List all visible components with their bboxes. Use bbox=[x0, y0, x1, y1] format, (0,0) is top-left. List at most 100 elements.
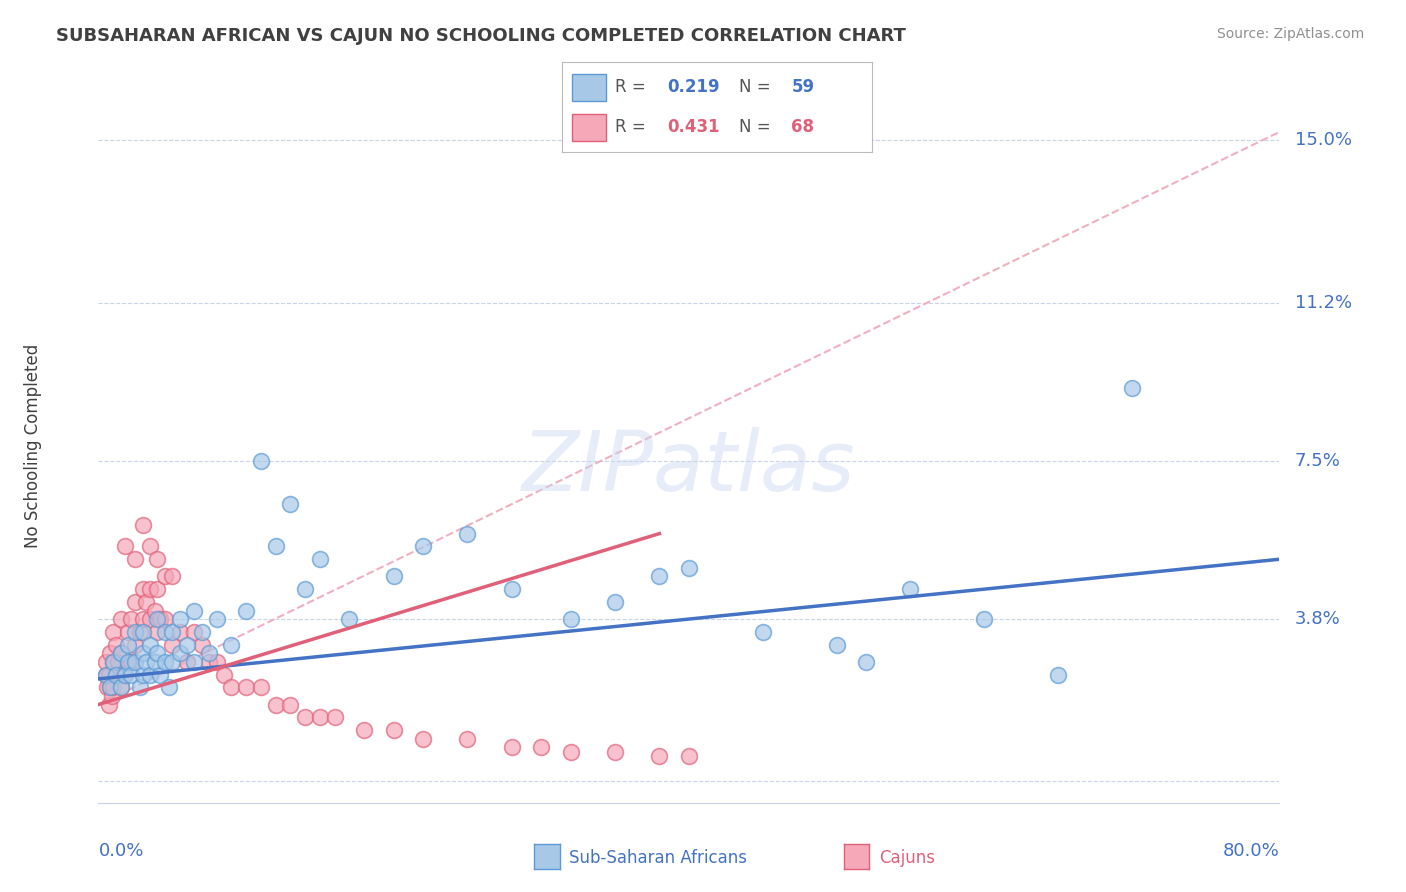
Point bbox=[191, 638, 214, 652]
Text: N =: N = bbox=[738, 118, 776, 136]
Point bbox=[105, 638, 128, 652]
Point bbox=[153, 624, 176, 639]
Point bbox=[139, 667, 162, 681]
Text: 0.431: 0.431 bbox=[668, 118, 720, 136]
Point bbox=[120, 667, 142, 681]
Point bbox=[176, 638, 198, 652]
Point bbox=[560, 612, 582, 626]
Point bbox=[98, 681, 121, 695]
Point bbox=[382, 569, 405, 583]
Point bbox=[382, 723, 405, 738]
Point bbox=[139, 582, 162, 596]
Point bbox=[117, 624, 139, 639]
Point bbox=[153, 655, 176, 669]
Bar bbox=[572, 114, 606, 141]
Text: 59: 59 bbox=[792, 78, 814, 96]
Point bbox=[162, 655, 183, 669]
Point bbox=[132, 624, 155, 639]
Point bbox=[97, 667, 120, 681]
Point bbox=[278, 698, 302, 712]
Point bbox=[153, 612, 176, 626]
Point bbox=[124, 552, 146, 566]
Point bbox=[309, 710, 332, 724]
Point bbox=[157, 681, 180, 695]
Bar bbox=[572, 74, 606, 101]
Text: 11.2%: 11.2% bbox=[1295, 293, 1353, 312]
Point bbox=[117, 638, 139, 652]
Point bbox=[139, 638, 162, 652]
Point bbox=[96, 681, 118, 695]
Text: 0.0%: 0.0% bbox=[98, 842, 143, 860]
Point bbox=[169, 624, 191, 639]
Point bbox=[605, 745, 627, 759]
Point bbox=[149, 667, 172, 681]
Point bbox=[143, 603, 166, 617]
Point bbox=[110, 646, 132, 660]
Point bbox=[132, 518, 155, 533]
Point bbox=[117, 655, 139, 669]
Point bbox=[107, 655, 129, 669]
Point bbox=[169, 612, 191, 626]
Text: No Schooling Completed: No Schooling Completed bbox=[24, 344, 42, 548]
Point bbox=[412, 540, 434, 554]
Point bbox=[250, 681, 273, 695]
Text: ZIPatlas: ZIPatlas bbox=[522, 427, 856, 508]
Point bbox=[146, 552, 169, 566]
Point bbox=[162, 569, 183, 583]
Text: R =: R = bbox=[614, 78, 651, 96]
Point bbox=[128, 624, 150, 639]
Point bbox=[825, 638, 848, 652]
Point bbox=[110, 612, 132, 626]
Text: 0.219: 0.219 bbox=[668, 78, 720, 96]
Point bbox=[103, 681, 125, 695]
Point bbox=[678, 561, 700, 575]
Point bbox=[456, 731, 478, 746]
Point bbox=[198, 655, 221, 669]
Point bbox=[191, 624, 214, 639]
Point bbox=[219, 681, 242, 695]
Point bbox=[648, 748, 671, 763]
Point bbox=[146, 646, 169, 660]
Point bbox=[98, 681, 121, 695]
Point bbox=[278, 497, 302, 511]
Point bbox=[176, 655, 198, 669]
Text: 15.0%: 15.0% bbox=[1295, 131, 1351, 150]
Point bbox=[97, 698, 120, 712]
Point bbox=[146, 624, 169, 639]
Point bbox=[94, 667, 117, 681]
Point bbox=[751, 624, 773, 639]
Point bbox=[235, 681, 257, 695]
Point bbox=[973, 612, 995, 626]
Point bbox=[143, 655, 166, 669]
Point bbox=[162, 638, 183, 652]
Point bbox=[294, 582, 316, 596]
Text: N =: N = bbox=[738, 78, 776, 96]
Point bbox=[309, 552, 332, 566]
Text: 80.0%: 80.0% bbox=[1223, 842, 1279, 860]
Point bbox=[648, 569, 671, 583]
Point bbox=[337, 612, 360, 626]
Point bbox=[456, 526, 478, 541]
Point bbox=[855, 655, 877, 669]
Point bbox=[117, 655, 139, 669]
Point bbox=[112, 667, 135, 681]
Point bbox=[103, 624, 125, 639]
Point bbox=[132, 612, 155, 626]
Point bbox=[212, 667, 235, 681]
Point bbox=[105, 667, 128, 681]
Point bbox=[294, 710, 316, 724]
Point bbox=[132, 667, 155, 681]
Point bbox=[323, 710, 346, 724]
Point bbox=[135, 595, 157, 609]
Text: Cajuns: Cajuns bbox=[879, 849, 935, 867]
Text: Sub-Saharan Africans: Sub-Saharan Africans bbox=[569, 849, 748, 867]
Point bbox=[198, 646, 221, 660]
Point bbox=[98, 646, 121, 660]
Point bbox=[94, 655, 117, 669]
Point bbox=[149, 612, 172, 626]
Point bbox=[94, 667, 117, 681]
Point bbox=[264, 698, 287, 712]
Point bbox=[530, 740, 553, 755]
Point bbox=[124, 655, 146, 669]
Point bbox=[110, 681, 132, 695]
